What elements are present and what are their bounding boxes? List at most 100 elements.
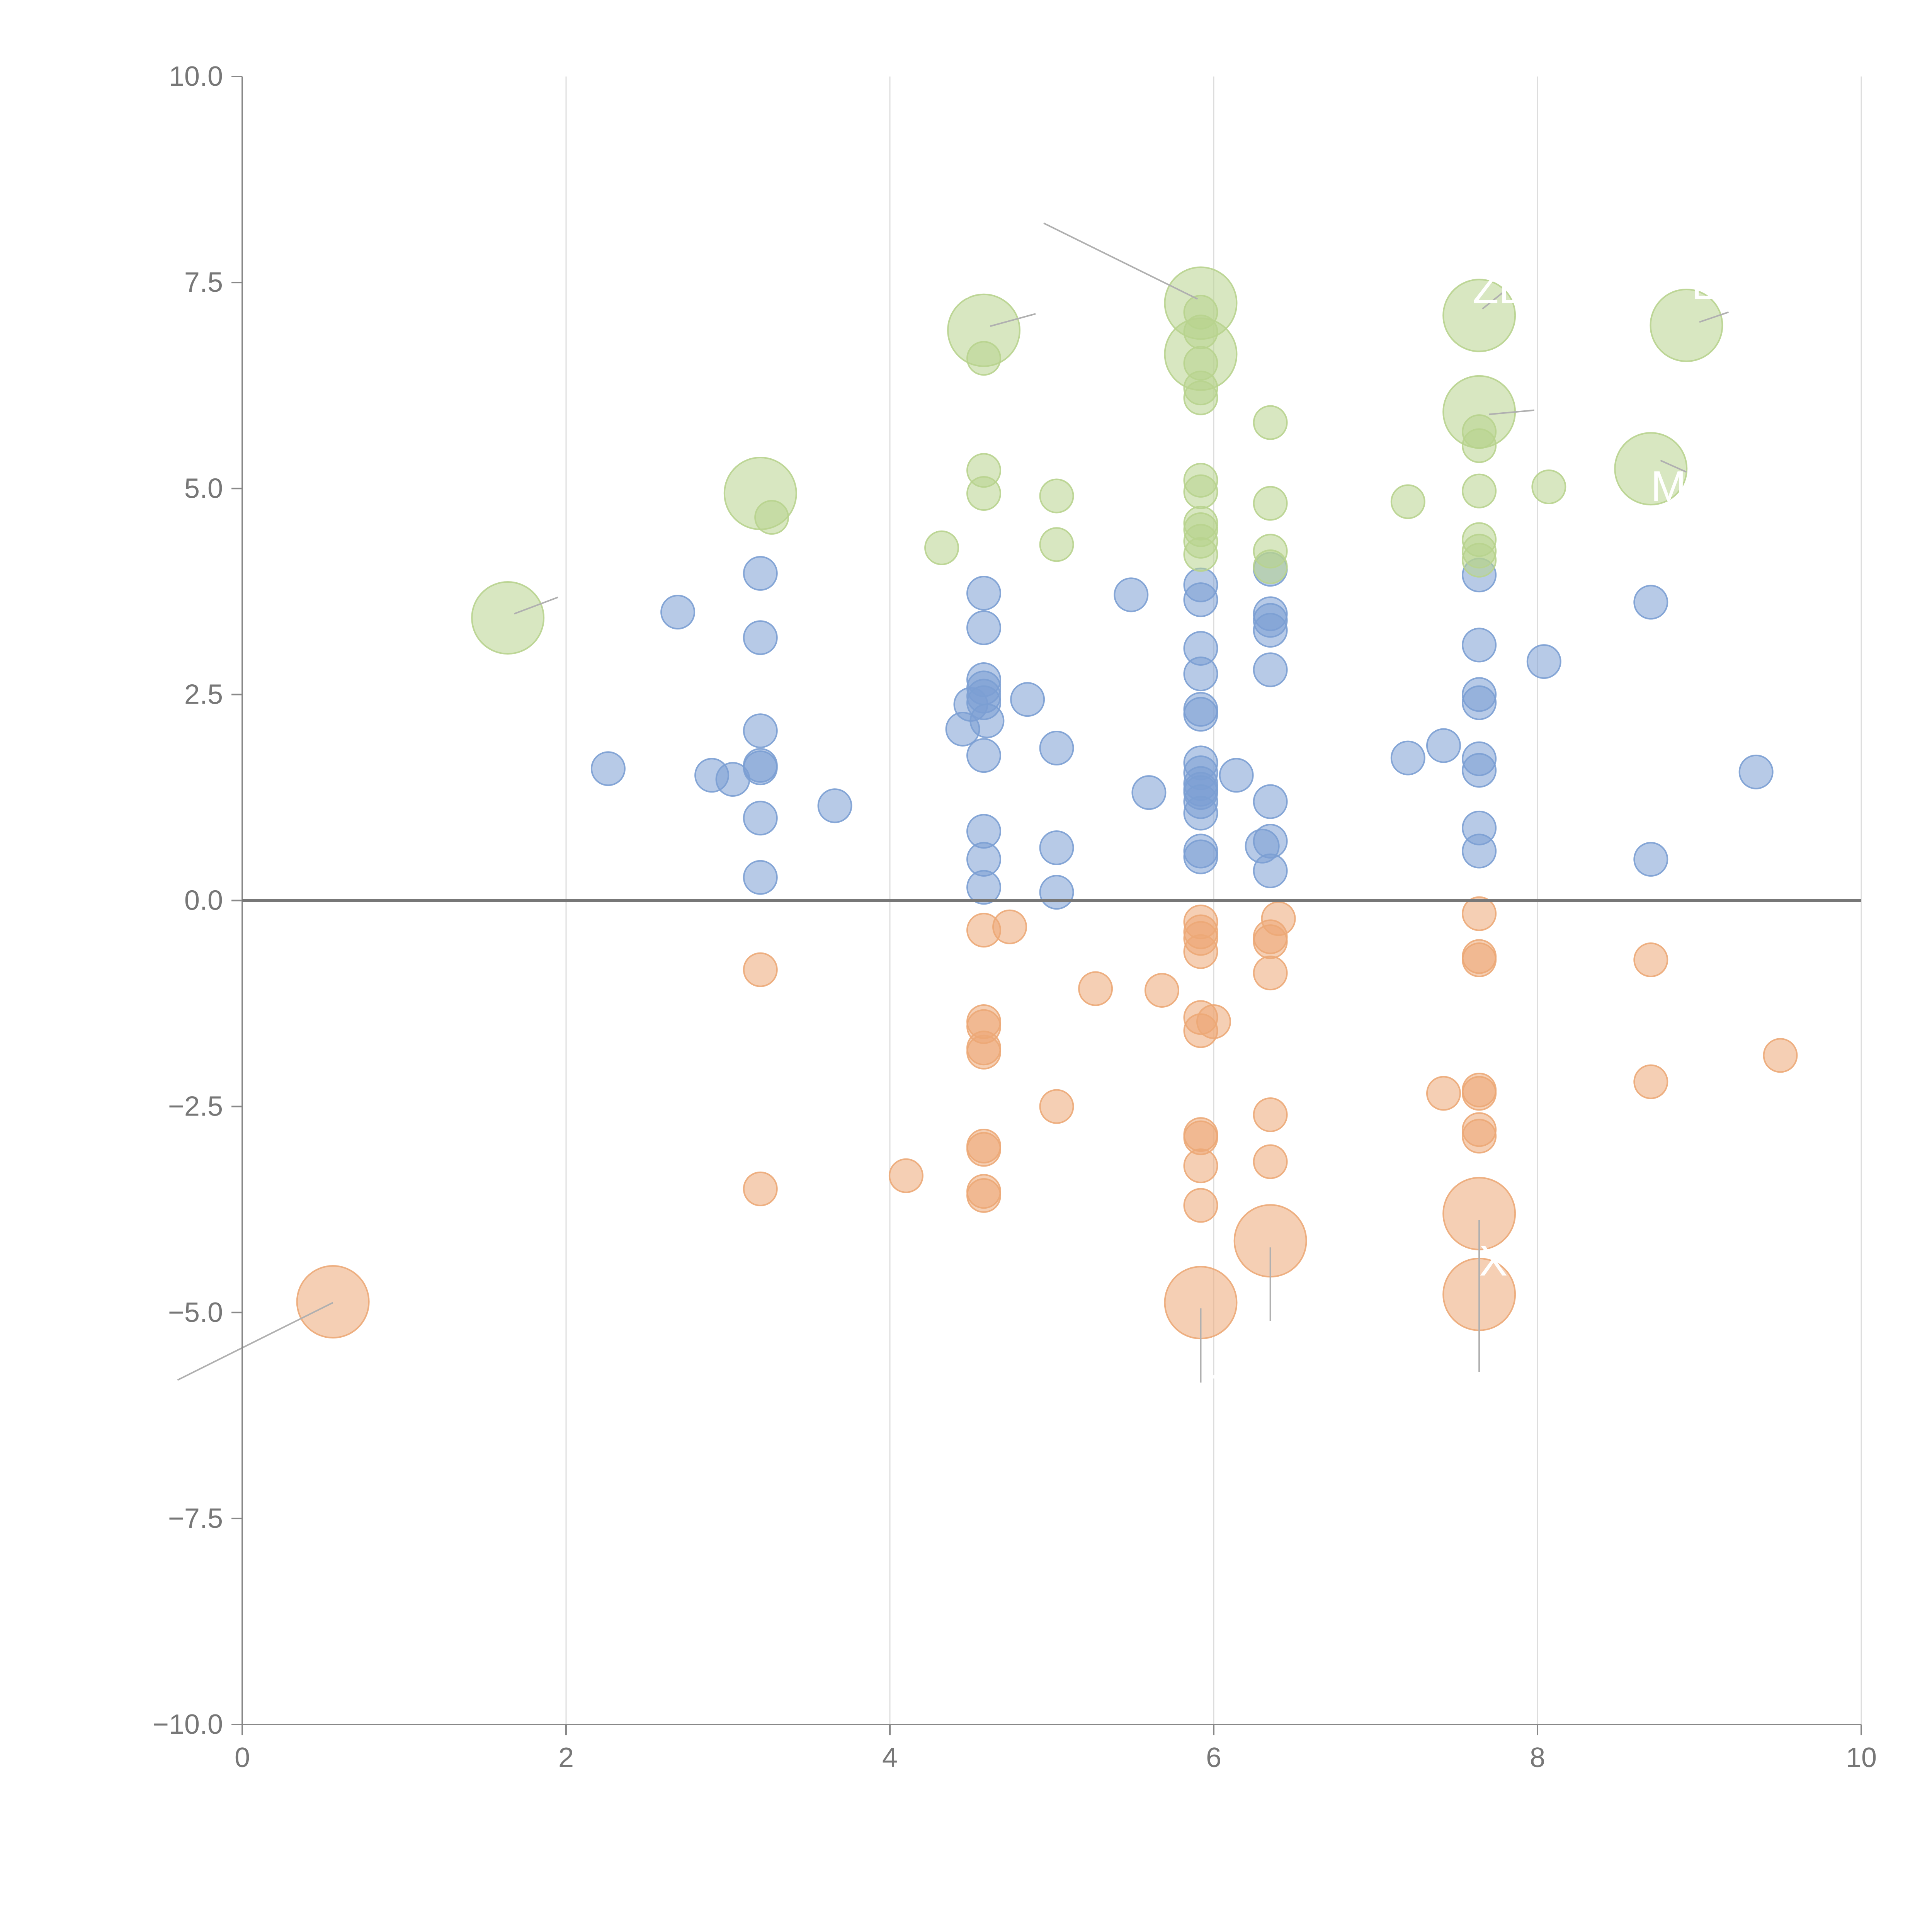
data-point-blue [966,576,1002,611]
data-point-orange [1763,1038,1798,1073]
data-point-blue [743,801,778,836]
data-point-green [1253,405,1288,440]
data-point-blue [1039,830,1074,866]
annotation-leader-line [1043,222,1198,300]
data-point-blue [743,620,778,655]
y-tick-label: −5.0 [168,1297,223,1328]
x-tick-label: 10 [1846,1742,1877,1773]
data-point-green [966,476,1002,511]
data-point-green-large [1442,375,1516,449]
data-point-orange [966,1132,1002,1167]
x-tick-label: 4 [882,1742,898,1773]
y-tick-label: 0.0 [184,885,223,916]
data-point-orange [1633,1064,1668,1099]
data-point-orange [1144,973,1179,1008]
data-point-orange [1633,942,1668,978]
callout-label: X [1479,1237,1507,1285]
data-point-green [1462,543,1497,578]
data-point-blue [1253,652,1288,687]
data-point-blue [743,860,778,895]
data-point-orange [1462,896,1497,931]
data-point-green [1390,484,1425,519]
data-point-blue [1183,697,1218,732]
annotation-leader-line [514,596,558,615]
data-point-blue [743,713,778,748]
data-point-blue [1738,754,1774,789]
data-points [296,266,1798,1340]
data-point-blue [969,703,1005,738]
data-point-blue [1526,644,1561,679]
data-point-green-large [471,581,545,655]
y-tick-label: 5.0 [184,473,223,504]
data-point-blue [1039,730,1074,765]
data-point-blue [1183,582,1218,617]
callout-label: D [947,261,977,308]
data-point-orange [992,909,1027,944]
data-point-blue [1390,740,1425,776]
data-point-orange [1078,971,1113,1006]
data-point-blue [660,595,696,630]
annotation-leaders [177,222,1729,1383]
y-tick-label: −7.5 [168,1503,223,1534]
data-point-orange [1462,1119,1497,1154]
data-point-blue [1039,875,1074,910]
data-point-green [1253,549,1288,584]
data-point-blue [743,556,778,591]
data-point-orange [1253,1144,1288,1179]
y-tick-label: −10.0 [153,1709,223,1740]
annotation-leader-line [1482,290,1506,310]
annotation-leader-line [990,313,1036,327]
data-point-blue [1183,796,1218,831]
data-point-orange [1462,1076,1497,1111]
data-point-blue [1253,784,1288,819]
callout-label: ZE [1473,265,1527,312]
data-point-orange [966,1178,1002,1213]
x-tick-label: 0 [235,1742,250,1773]
data-point-orange [1261,901,1296,936]
data-point-green [1039,478,1074,514]
data-point-orange [966,1034,1002,1070]
y-tick-label: −2.5 [168,1091,223,1122]
data-point-orange [1253,1097,1288,1132]
data-point-orange [743,1171,778,1206]
data-point-orange [743,952,778,987]
data-point-blue [1183,656,1218,692]
data-point-blue [1131,775,1167,810]
data-point-blue [743,750,778,786]
data-point-blue [1253,613,1288,648]
tick-labels: 10.0 7.5 5.0 2.5 0.0 −2.5 −5.0 −7.5 −10.0 0 2 4 6 8 10 [153,61,1877,1773]
data-point-orange [1183,1148,1218,1184]
data-point-orange [888,1158,923,1193]
data-point-green-large [1614,432,1688,506]
data-point-blue [1253,853,1288,888]
axes [231,76,1862,1735]
data-point-blue [966,738,1002,773]
data-point-blue [1633,842,1668,877]
data-point-orange [1039,1089,1074,1124]
data-point-blue [1426,728,1461,763]
data-point-green-large [947,293,1021,367]
data-point-green-large [1650,289,1723,362]
annotation-leader-line [177,1302,333,1381]
callout-label: M [1651,463,1686,510]
data-point-blue [1010,682,1045,717]
annotation-leader-line [1489,409,1534,415]
x-tick-label: 2 [558,1742,574,1773]
data-point-blue [1462,685,1497,720]
data-point-orange [1462,942,1497,978]
data-point-orange [1196,1004,1231,1039]
y-tick-label: 7.5 [184,267,223,298]
data-point-blue [1462,753,1497,788]
data-point-green [1462,473,1497,509]
data-point-blue [1183,839,1218,874]
data-point-blue [590,751,626,786]
callout-label: L [1206,1340,1229,1388]
data-point-blue [966,870,1002,905]
data-point-green [1183,474,1218,509]
data-point-blue [1114,577,1149,612]
data-point-orange-large [296,1265,370,1339]
data-point-blue [1462,833,1497,869]
annotation-leader-line [1660,459,1687,473]
callout-labels: ZE M X D L L [947,261,1715,1388]
